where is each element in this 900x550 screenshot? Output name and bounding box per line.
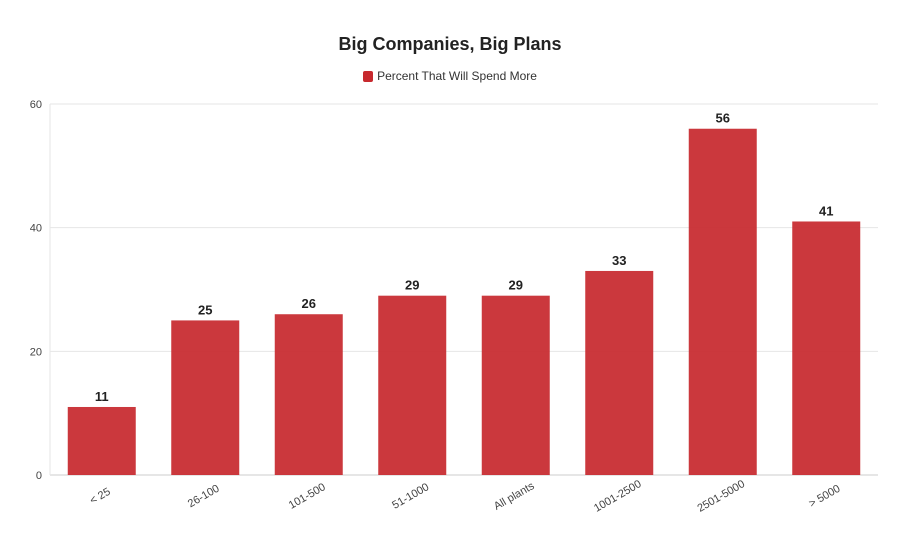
bar-5	[585, 270, 654, 475]
bar-6	[688, 128, 757, 475]
bar-value-label: 26	[302, 296, 316, 311]
x-tick-label: 26-100	[186, 483, 222, 511]
bar-7	[792, 221, 861, 475]
x-tick-label: < 25	[88, 486, 113, 507]
x-tick-label: 2501-5000	[695, 478, 747, 515]
bar-2	[274, 314, 343, 475]
legend-swatch	[363, 70, 374, 82]
bar-1	[171, 320, 240, 475]
bar-3	[378, 295, 447, 475]
bar-value-label: 25	[198, 302, 212, 317]
x-tick-label: 1001-2500	[592, 478, 644, 515]
x-tick-label: All plants	[492, 480, 537, 513]
x-tick-label: 51-1000	[390, 481, 431, 512]
bar-value-label: 11	[95, 389, 109, 404]
bar-value-label: 29	[405, 278, 419, 293]
legend: Percent That Will Spend More	[0, 69, 900, 83]
x-tick-label: 101-500	[287, 481, 328, 512]
bar-0	[67, 406, 136, 475]
legend-label: Percent That Will Spend More	[377, 69, 537, 83]
y-tick-label: 60	[30, 99, 42, 111]
bar-value-label: 41	[819, 203, 833, 218]
bar-value-label: 56	[716, 111, 730, 126]
bar-4	[481, 295, 550, 475]
bar-value-label: 29	[509, 278, 523, 293]
y-tick-label: 20	[30, 346, 42, 358]
bar-value-label: 33	[612, 253, 626, 268]
y-tick-label: 0	[36, 470, 42, 482]
chart-title: Big Companies, Big Plans	[338, 34, 562, 54]
x-tick-label: > 5000	[807, 483, 842, 510]
y-tick-label: 40	[30, 223, 42, 235]
